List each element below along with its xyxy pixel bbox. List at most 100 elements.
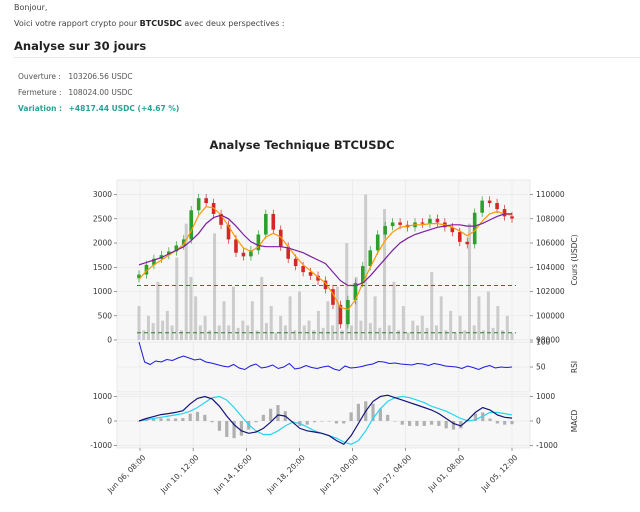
volume-bar <box>510 332 514 340</box>
macd-right-tick-label: 1000 <box>536 392 555 401</box>
volume-bar <box>468 223 472 340</box>
macd-histogram-bar <box>342 421 346 424</box>
volume-bar <box>269 306 273 340</box>
volume-bar <box>434 325 438 340</box>
volume-tick-label: 0 <box>107 336 112 345</box>
volume-bar <box>222 301 226 340</box>
candle-body <box>465 241 470 245</box>
candle-body <box>241 252 246 257</box>
candle-body <box>383 226 387 235</box>
intro-text: Voici votre rapport crypto pour BTCUSDC … <box>14 19 285 28</box>
volume-bar <box>260 276 264 340</box>
volume-bar <box>373 296 377 340</box>
macd-histogram-bar <box>429 421 434 425</box>
x-tick-label: Jun 10, 12:00 <box>158 453 201 496</box>
price-tick-label: 104000 <box>536 263 565 272</box>
volume-tick-label: 1000 <box>93 287 112 296</box>
candle-body <box>502 209 507 217</box>
volume-bar <box>241 320 245 340</box>
x-tick-label: Jun 27, 04:00 <box>371 453 414 496</box>
volume-bar <box>411 320 415 340</box>
candle-body <box>338 304 343 325</box>
volume-bar <box>279 315 283 340</box>
candle-body <box>293 258 298 267</box>
volume-bar <box>364 194 368 340</box>
macd-histogram-bar <box>400 421 404 425</box>
rsi-tick-label: 100 <box>536 338 551 347</box>
volume-bar <box>213 233 217 340</box>
volume-bar <box>406 332 410 340</box>
candle-body <box>219 213 223 225</box>
volume-bar <box>175 257 179 340</box>
close-label: Fermeture : <box>18 88 62 97</box>
candle-body <box>189 210 194 240</box>
macd-histogram-bar <box>356 403 361 421</box>
x-tick-label: Jun 23, 00:00 <box>318 453 361 496</box>
macd-line <box>138 394 513 446</box>
volume-bar <box>349 325 353 340</box>
volume-bar <box>316 310 320 340</box>
candle-body <box>375 234 380 251</box>
candle-body <box>420 222 425 224</box>
macd-right-tick-label: -1000 <box>536 441 558 450</box>
intro-suffix: avec deux perspectives : <box>181 19 285 28</box>
candle-body <box>495 203 499 210</box>
volume-bar <box>430 272 434 340</box>
candle-body <box>249 250 253 257</box>
volume-bar <box>321 327 325 340</box>
candle-body <box>435 218 440 223</box>
candle-body <box>398 222 402 225</box>
candle-body <box>450 227 455 233</box>
candle-body <box>361 266 365 284</box>
candle-body <box>256 234 261 251</box>
intro-prefix: Voici votre rapport crypto pour <box>14 19 140 28</box>
volume-bar <box>453 332 457 340</box>
candle-body <box>264 213 268 235</box>
volume-bar <box>331 325 335 340</box>
volume-bar <box>491 327 495 340</box>
x-tick-label: Jun 06, 08:00 <box>105 453 148 496</box>
candle-body <box>286 246 290 259</box>
volume-bar <box>397 330 401 340</box>
candle-body <box>323 280 328 290</box>
candle-body <box>271 213 276 230</box>
volume-bar <box>345 243 349 340</box>
macd-histogram-bar <box>334 421 339 424</box>
open-row: Ouverture : 103206.56 USDC <box>18 72 133 81</box>
candle-body <box>480 200 484 213</box>
volume-bar <box>482 330 486 340</box>
macd-histogram-bar <box>488 418 492 421</box>
chart-title: Analyse Technique BTCUSDC <box>209 138 394 152</box>
macd-histogram-bar <box>269 408 273 421</box>
volume-bar <box>378 327 382 340</box>
macd-histogram-bar <box>408 421 412 426</box>
candle-body <box>204 198 208 204</box>
open-value: 103206.56 USDC <box>68 72 133 81</box>
price-axis-label: Cours (USDC) <box>570 234 579 285</box>
price-slow-average-line <box>138 213 512 287</box>
macd-histogram-bar <box>261 414 265 421</box>
macd-histogram-bar <box>349 412 353 421</box>
x-tick-label: Jun 18, 20:00 <box>264 453 307 496</box>
volume-bar <box>501 330 505 340</box>
volume-bar <box>298 291 302 340</box>
volume-bar <box>194 296 198 340</box>
macd-histogram-bar <box>290 421 295 422</box>
rsi-axis-label: RSI <box>570 361 579 373</box>
macd-histogram-bar <box>173 418 178 421</box>
candle-body <box>234 239 238 253</box>
volume-bar <box>293 330 297 340</box>
price-tick-label: 110000 <box>536 190 565 199</box>
macd-left-tick-label: 1000 <box>93 392 112 401</box>
volume-bar <box>496 306 500 340</box>
intro-symbol: BTCUSDC <box>139 19 182 28</box>
volume-bar <box>208 330 212 340</box>
volume-bar <box>392 281 396 340</box>
volume-bar <box>359 320 363 340</box>
candle-body <box>353 283 358 300</box>
candle-body <box>510 216 514 219</box>
volume-tick-label: 3000 <box>93 190 112 199</box>
volume-bar <box>203 315 207 340</box>
volume-bar <box>326 301 330 340</box>
